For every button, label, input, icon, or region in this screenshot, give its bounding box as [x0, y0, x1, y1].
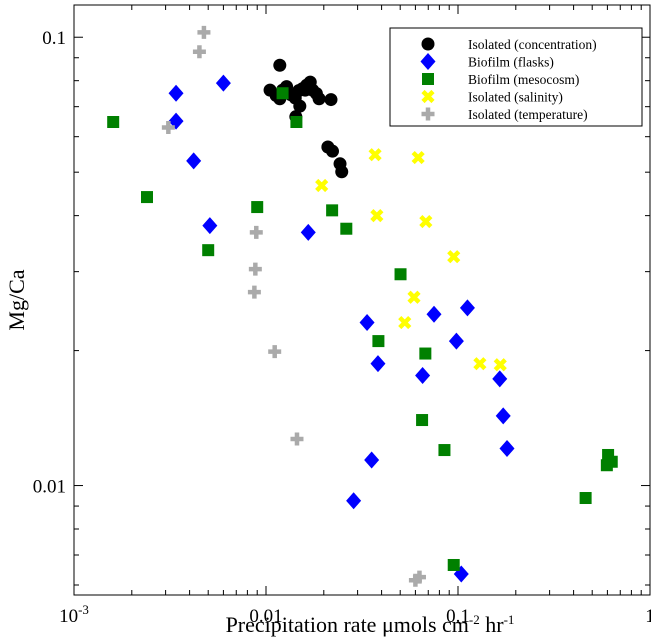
data-point-biofilm-flasks-16 — [346, 492, 362, 510]
data-point-isolated-temperature-0 — [197, 25, 211, 39]
data-point-biofilm-mesocosm-3 — [251, 201, 264, 214]
legend-marker-isolated-temperature — [421, 107, 435, 121]
data-point-biofilm-flasks-14 — [499, 439, 515, 457]
y-tick-label: 0.01 — [33, 477, 66, 498]
data-point-biofilm-flasks-7 — [370, 355, 386, 373]
data-point-biofilm-mesocosm-7 — [340, 222, 353, 235]
data-point-biofilm-mesocosm-10 — [419, 347, 432, 360]
data-point-biofilm-flasks-12 — [492, 370, 508, 388]
data-point-isolated-temperature-2 — [161, 120, 175, 134]
data-point-biofilm-mesocosm-8 — [372, 335, 385, 348]
data-point-biofilm-flasks-15 — [364, 451, 380, 469]
data-point-isolated-concentration-0 — [273, 58, 287, 72]
data-point-biofilm-mesocosm-4 — [276, 87, 289, 100]
data-point-biofilm-flasks-4 — [202, 217, 218, 235]
axis-ticks — [73, 5, 650, 595]
data-point-isolated-temperature-5 — [247, 285, 261, 299]
x-tick-label: 0.01 — [249, 606, 282, 627]
legend-marker-isolated-concentration — [421, 37, 435, 51]
legend-marker-biofilm-mesocosm — [422, 73, 434, 85]
legend-item-isolated-salinity: Isolated (salinity) — [421, 89, 563, 105]
series-biofilm-flasks — [168, 74, 515, 583]
data-point-isolated-temperature-6 — [268, 345, 282, 359]
data-point-isolated-concentration-16 — [293, 99, 307, 113]
tick-labels: 10-3 0.01 0.1 1 0.01 0.1 — [33, 28, 651, 627]
data-point-isolated-salinity-5 — [447, 250, 461, 264]
data-point-isolated-temperature-3 — [249, 225, 263, 239]
legend-item-biofilm-mesocosm: Biofilm (mesocosm) — [422, 72, 579, 87]
data-point-isolated-temperature-7 — [290, 432, 304, 446]
series-isolated-temperature — [161, 25, 426, 587]
data-point-isolated-salinity-3 — [370, 209, 384, 223]
data-point-biofilm-flasks-9 — [426, 305, 442, 323]
data-point-biofilm-flasks-10 — [448, 332, 464, 350]
data-point-biofilm-mesocosm-2 — [202, 244, 215, 257]
data-point-biofilm-flasks-0 — [168, 84, 184, 102]
data-point-isolated-salinity-1 — [368, 148, 382, 162]
legend-label: Biofilm (flasks) — [468, 55, 554, 70]
series-isolated-salinity — [315, 148, 507, 372]
legend-label: Isolated (salinity) — [468, 90, 563, 105]
series-isolated-concentration — [263, 58, 349, 179]
data-point-isolated-salinity-4 — [419, 214, 433, 229]
x-axis-label: Precipitation rate μmols cm-2 hr-1 — [226, 612, 515, 637]
y-axis-label: Mg/Ca — [4, 269, 29, 330]
x-tick-label: 0.1 — [446, 606, 470, 627]
data-point-isolated-temperature-4 — [248, 262, 262, 276]
legend-marker-isolated-salinity — [421, 89, 435, 104]
legend-item-isolated-temperature: Isolated (temperature) — [421, 107, 588, 122]
y-tick-label: 0.1 — [42, 28, 66, 49]
legend-item-biofilm-flasks: Biofilm (flasks) — [420, 53, 554, 70]
data-point-biofilm-mesocosm-12 — [438, 444, 451, 457]
data-point-biofilm-flasks-5 — [300, 223, 316, 241]
data-point-biofilm-flasks-8 — [415, 366, 431, 384]
data-point-isolated-concentration-22 — [335, 165, 349, 179]
data-point-isolated-concentration-15 — [312, 92, 326, 106]
data-point-biofilm-flasks-1 — [168, 112, 184, 130]
data-point-isolated-salinity-0 — [315, 178, 329, 193]
data-point-biofilm-mesocosm-9 — [394, 268, 407, 281]
data-point-biofilm-mesocosm-1 — [141, 191, 154, 204]
legend-label: Isolated (temperature) — [468, 107, 588, 122]
data-point-biofilm-mesocosm-0 — [107, 116, 120, 129]
x-tick-label: 1 — [645, 606, 651, 627]
data-marks — [107, 25, 618, 587]
legend-label: Isolated (concentration) — [468, 37, 597, 52]
plot-frame — [73, 4, 651, 596]
data-point-biofilm-mesocosm-13 — [447, 558, 460, 571]
data-point-biofilm-flasks-3 — [215, 74, 231, 92]
data-point-biofilm-flasks-6 — [359, 314, 375, 332]
data-point-isolated-salinity-6 — [407, 290, 421, 304]
data-point-isolated-salinity-2 — [411, 150, 425, 165]
data-point-isolated-concentration-20 — [325, 144, 339, 158]
legend-marker-biofilm-flasks — [420, 53, 436, 70]
data-point-biofilm-mesocosm-6 — [326, 204, 339, 217]
data-point-isolated-concentration-18 — [324, 93, 338, 107]
data-point-isolated-salinity-7 — [398, 315, 412, 330]
data-point-isolated-salinity-8 — [473, 357, 487, 371]
data-point-biofilm-flasks-11 — [459, 299, 475, 317]
legend: Isolated (concentration) Biofilm (flasks)… — [389, 27, 643, 127]
series-biofilm-mesocosm — [107, 87, 618, 571]
data-point-biofilm-mesocosm-11 — [416, 414, 429, 427]
data-point-biofilm-mesocosm-16 — [600, 459, 613, 472]
data-point-isolated-salinity-9 — [493, 358, 507, 372]
legend-item-isolated-concentration: Isolated (concentration) — [421, 37, 597, 52]
data-point-biofilm-mesocosm-17 — [579, 492, 592, 505]
data-point-biofilm-flasks-13 — [495, 407, 511, 425]
data-point-isolated-temperature-1 — [192, 45, 206, 59]
data-point-isolated-temperature-9 — [412, 570, 426, 584]
data-point-biofilm-flasks-2 — [186, 152, 202, 170]
legend-label: Biofilm (mesocosm) — [468, 72, 579, 87]
x-tick-label: 10-3 — [59, 602, 89, 627]
data-point-biofilm-mesocosm-5 — [290, 116, 303, 129]
